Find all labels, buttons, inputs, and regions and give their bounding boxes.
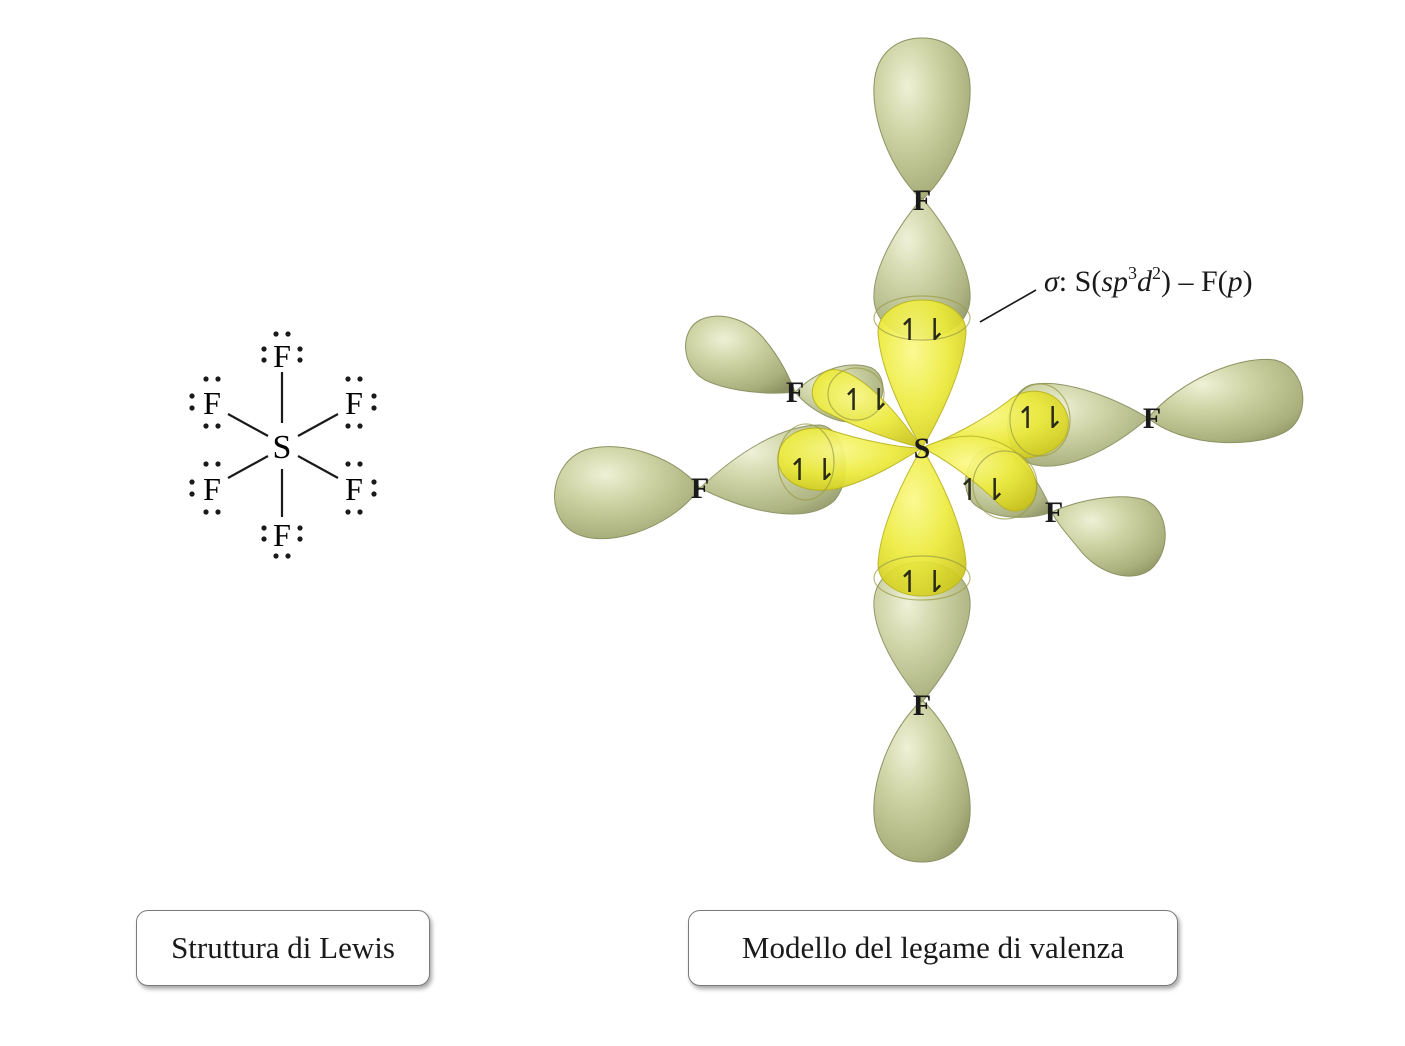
outer-lobe-front-right <box>1051 496 1166 577</box>
lewis-bond-upper-right <box>297 413 339 437</box>
sigma-label-prefix: : S( <box>1059 265 1102 298</box>
sigma-label-sp: sp <box>1101 265 1128 298</box>
overlap-ring-bottom <box>873 555 971 601</box>
lewis-caption: Struttura di Lewis <box>136 910 430 986</box>
electron-pair-front-right: ↿⇂ <box>957 473 1007 508</box>
hybrid-lobe-bottom <box>877 447 967 597</box>
lewis-bond-lower-left <box>227 455 269 479</box>
valence-bond-caption-text: Modello del legame di valenza <box>741 930 1125 965</box>
sigma-label-p: p <box>1226 265 1243 298</box>
lewis-fluorine-upper-right: F <box>345 385 363 421</box>
lewis-bond-lower-right <box>297 455 339 479</box>
sigma-symbol: σ <box>1044 265 1060 298</box>
valence-bond-caption: Modello del legame di valenza <box>688 910 1178 986</box>
lewis-fluorine-top: F <box>273 338 291 374</box>
outer-lobe-top <box>873 37 971 201</box>
electron-pair-back-left: ↿⇂ <box>841 383 891 418</box>
sigma-label-sup3: 3 <box>1128 263 1137 283</box>
vb-fluorine-top: F <box>913 184 931 217</box>
vb-fluorine-right: F <box>1143 402 1161 435</box>
electron-pair-right: ↿⇂ <box>1015 401 1065 436</box>
hybrid-lobe-top <box>877 299 967 449</box>
vb-sulfur: S <box>914 432 931 465</box>
outer-lobe-right <box>1147 358 1304 444</box>
lewis-bonds <box>227 372 339 517</box>
lewis-sulfur: S <box>273 429 292 466</box>
overlap-ring-back-left <box>827 367 885 421</box>
electron-pair-top: ↿⇂ <box>897 313 947 348</box>
sigma-bond-label: σ: S(sp3d2) – F(p) <box>1044 263 1253 298</box>
lewis-fluorine-bottom: F <box>273 517 291 553</box>
lewis-structure: S F F F F F F <box>189 331 377 559</box>
hybrid-lobe-back-left <box>811 369 924 449</box>
overlap-regions <box>777 295 1071 601</box>
outer-lobe-left <box>554 446 701 540</box>
lewis-caption-text: Struttura di Lewis <box>171 930 395 965</box>
sigma-label-sup2: 2 <box>1152 263 1161 283</box>
lewis-lone-pairs <box>189 331 377 559</box>
overlap-ring-right <box>1009 383 1071 457</box>
hybrid-lobe-front-right <box>920 435 1037 512</box>
outer-lobe-back-left <box>685 315 796 394</box>
sigma-label-mid: ) – F( <box>1161 265 1228 298</box>
lewis-fluorine-lower-left: F <box>203 471 221 507</box>
sigma-label-end: ) <box>1243 265 1253 298</box>
overlap-ring-front-right <box>972 450 1038 520</box>
vb-fluorine-front-right: F <box>1045 496 1063 529</box>
overlap-ring-top <box>873 295 971 341</box>
outer-lobe-bottom <box>873 699 971 863</box>
lewis-bond-upper-left <box>227 413 269 437</box>
electron-pair-bottom: ↿⇂ <box>897 565 947 600</box>
lewis-fluorine-upper-left: F <box>203 385 221 421</box>
sulfur-hybrid-orbitals <box>777 299 1069 597</box>
vb-atom-labels: S F F F F F F <box>691 184 1161 722</box>
valence-bond-model: ↿⇂ ↿⇂ ↿⇂ ↿⇂ ↿⇂ ↿⇂ S F F F F F F σ: S(sp3… <box>554 37 1304 863</box>
electron-pairs: ↿⇂ ↿⇂ ↿⇂ ↿⇂ ↿⇂ ↿⇂ <box>787 313 1065 600</box>
overlap-ring-left <box>777 423 835 501</box>
sigma-label-d: d <box>1137 265 1153 298</box>
vb-fluorine-bottom: F <box>913 689 931 722</box>
electron-pair-left: ↿⇂ <box>787 453 837 488</box>
vb-fluorine-back-left: F <box>786 376 804 409</box>
fluorine-outer-lobes <box>554 37 1304 863</box>
lewis-fluorine-lower-right: F <box>345 471 363 507</box>
vb-fluorine-left: F <box>691 472 709 505</box>
sigma-leader-line <box>979 289 1037 323</box>
